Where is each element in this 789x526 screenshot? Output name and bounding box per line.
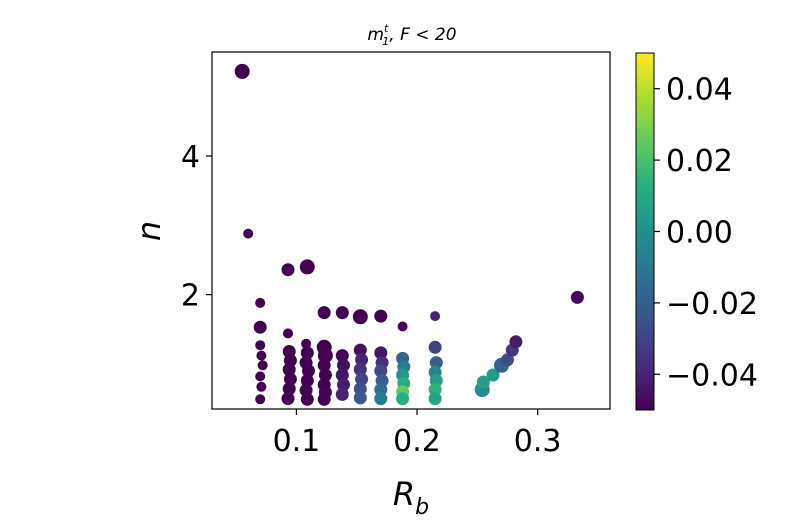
scatter-point bbox=[570, 290, 584, 304]
scatter-point bbox=[353, 363, 367, 376]
scatter-point bbox=[355, 372, 369, 386]
scatter-point bbox=[355, 353, 369, 367]
scatter-point bbox=[486, 368, 500, 382]
title-superscript: t bbox=[384, 22, 389, 35]
colorbar bbox=[635, 52, 655, 411]
scatter-point bbox=[283, 328, 293, 339]
x-axis-label: Rb bbox=[393, 475, 429, 520]
scatter-point bbox=[257, 360, 268, 371]
colorbar-axis: −0.04 −0.02 0.00 0.02 0.04 bbox=[654, 73, 758, 393]
scatter-point bbox=[335, 349, 349, 363]
scatter-point bbox=[317, 358, 331, 372]
scatter-point bbox=[397, 321, 408, 332]
scatter-point bbox=[428, 392, 442, 406]
plot-frame bbox=[211, 51, 611, 410]
scatter-point bbox=[282, 363, 296, 376]
y-tick-label: 4 bbox=[181, 140, 200, 175]
scatter-point bbox=[509, 335, 523, 349]
x-tick-label: 0.1 bbox=[273, 424, 321, 459]
x-tick-label: 0.3 bbox=[514, 424, 562, 459]
scatter-point bbox=[299, 259, 315, 275]
scatter-point bbox=[428, 383, 442, 397]
scatter-point bbox=[318, 368, 332, 382]
scatter-point bbox=[429, 356, 443, 370]
scatter-point bbox=[476, 375, 490, 389]
scatter-point bbox=[256, 381, 267, 392]
scatter-point bbox=[255, 371, 266, 382]
scatter-point bbox=[353, 343, 367, 357]
scatter-point bbox=[352, 309, 368, 325]
scatter-point bbox=[243, 228, 254, 239]
scatter-point bbox=[283, 372, 297, 386]
y-tick-label: 2 bbox=[181, 279, 200, 314]
y-axis-label: n bbox=[130, 221, 168, 241]
y-axis: 24 bbox=[181, 140, 212, 314]
scatter-point bbox=[300, 374, 314, 388]
scatter-point bbox=[255, 394, 266, 405]
scatter-point bbox=[374, 392, 388, 406]
colorbar-tick-label: −0.02 bbox=[666, 287, 758, 322]
scatter-point bbox=[255, 340, 266, 351]
scatter-point bbox=[335, 306, 349, 320]
scatter-point bbox=[374, 309, 388, 323]
scatter-points bbox=[234, 63, 584, 406]
scatter-point bbox=[430, 311, 441, 322]
scatter-point bbox=[374, 383, 388, 397]
colorbar-tick-label: 0.02 bbox=[666, 144, 733, 179]
scatter-point bbox=[282, 382, 296, 396]
scatter-point bbox=[501, 353, 514, 367]
scatter-point bbox=[337, 358, 350, 372]
scatter-point bbox=[335, 387, 349, 401]
scatter-point bbox=[353, 391, 367, 405]
x-axis: 0.1 0.2 0.3 bbox=[273, 409, 562, 459]
chart-title: mt 1, F < 20 bbox=[367, 22, 456, 48]
scatter-point bbox=[253, 320, 267, 334]
scatter-point bbox=[300, 346, 314, 360]
scatter-point bbox=[374, 364, 388, 378]
title-rest: , F < 20 bbox=[389, 25, 456, 45]
scatter-point bbox=[256, 350, 267, 361]
scatter-point bbox=[374, 346, 388, 360]
scatter-point bbox=[301, 338, 312, 349]
scatter-point bbox=[337, 378, 350, 392]
x-tick-label: 0.2 bbox=[393, 424, 441, 459]
scatter-point bbox=[300, 392, 314, 406]
scatter-point bbox=[302, 364, 315, 378]
scatter-point bbox=[396, 392, 410, 406]
scatter-point bbox=[281, 263, 295, 277]
colorbar-tick-label: 0.00 bbox=[666, 216, 733, 251]
title-subscript: 1 bbox=[382, 35, 389, 48]
scatter-point bbox=[234, 63, 250, 79]
scatter-point bbox=[428, 340, 442, 354]
scatter-point bbox=[317, 306, 331, 320]
scatter-point bbox=[255, 297, 266, 308]
scatter-point bbox=[353, 382, 367, 396]
scatter-point bbox=[281, 392, 295, 406]
x-axis-label-subscript: b bbox=[415, 495, 429, 520]
scatter-point bbox=[317, 392, 331, 406]
colorbar-tick-label: 0.04 bbox=[666, 73, 733, 108]
colorbar-tick-label: −0.04 bbox=[666, 358, 758, 393]
scatter-point bbox=[335, 368, 349, 382]
